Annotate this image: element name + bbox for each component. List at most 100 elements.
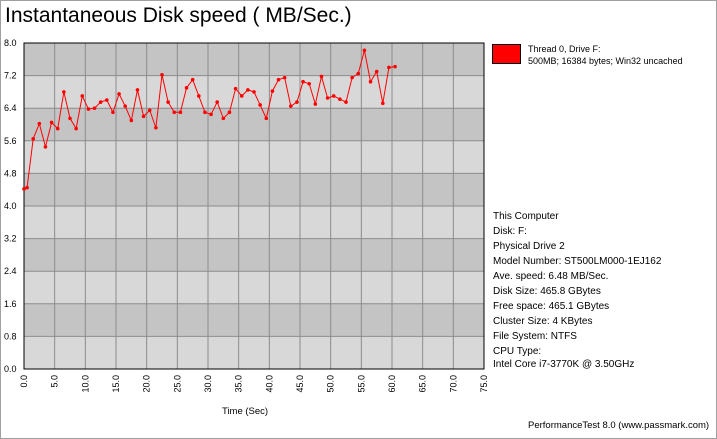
- y-tick-label: 4.8: [4, 168, 17, 178]
- data-point: [258, 103, 262, 107]
- legend-text: Thread 0, Drive F: 500MB; 16384 bytes; W…: [528, 43, 683, 67]
- data-point: [166, 100, 170, 104]
- data-point: [289, 104, 293, 108]
- plot-band: [24, 206, 484, 239]
- y-tick-label: 8.0: [4, 38, 17, 48]
- x-tick-label: 40.0: [264, 375, 274, 393]
- plot-band: [24, 303, 484, 337]
- data-point: [221, 116, 226, 121]
- x-tick-label: 30.0: [203, 375, 213, 393]
- info-average-speed: Ave. speed: 6.48 MB/Sec.: [493, 271, 609, 282]
- data-point: [197, 94, 201, 98]
- chart-title: Instantaneous Disk speed ( MB/Sec.): [5, 4, 352, 27]
- data-point: [264, 116, 269, 121]
- x-tick-label: 55.0: [356, 375, 366, 393]
- data-point: [160, 72, 164, 77]
- data-point: [350, 75, 354, 80]
- data-point: [86, 107, 91, 111]
- x-tick-label: 20.0: [142, 375, 152, 393]
- x-tick-label: 60.0: [387, 375, 397, 393]
- info-cluster-size: Cluster Size: 4 KBytes: [493, 316, 593, 327]
- y-tick-label: 0.0: [4, 364, 17, 374]
- y-tick-label: 7.2: [4, 71, 17, 81]
- data-point: [368, 79, 373, 84]
- data-point: [301, 79, 305, 84]
- x-tick-label: 70.0: [448, 375, 458, 393]
- data-point: [105, 98, 109, 102]
- data-point: [393, 64, 397, 69]
- data-point: [190, 77, 195, 82]
- data-point: [92, 106, 97, 110]
- plot-band: [24, 271, 484, 304]
- data-point: [178, 110, 183, 115]
- data-point: [325, 96, 330, 100]
- data-point: [276, 77, 281, 82]
- plot-band: [24, 140, 484, 174]
- data-point: [331, 94, 336, 98]
- data-point: [141, 114, 146, 119]
- data-point: [374, 69, 379, 74]
- data-point: [282, 75, 287, 80]
- data-point: [239, 94, 244, 98]
- legend-series-detail: 500MB; 16384 bytes; Win32 uncached: [528, 56, 683, 66]
- data-point: [338, 97, 342, 102]
- legend-swatch: [492, 44, 521, 64]
- x-tick-label: 35.0: [234, 375, 244, 393]
- plot-band: [24, 336, 484, 369]
- data-point: [172, 110, 177, 115]
- plot-band: [24, 238, 484, 272]
- data-point: [227, 110, 232, 115]
- x-tick-label: 15.0: [111, 375, 121, 393]
- plot-band: [24, 108, 484, 141]
- data-point: [313, 102, 318, 106]
- data-point: [154, 125, 158, 130]
- plot-band: [24, 43, 484, 76]
- data-point: [203, 110, 207, 115]
- info-cpu-label: CPU Type:: [493, 346, 542, 357]
- data-point: [80, 94, 85, 98]
- data-point: [74, 126, 78, 131]
- data-point: [387, 65, 391, 70]
- legend-series-name: Thread 0, Drive F:: [528, 44, 601, 54]
- disk-info-panel: This Computer Disk: F: Physical Drive 2 …: [493, 209, 713, 371]
- data-point: [37, 121, 42, 126]
- data-point: [344, 100, 348, 104]
- x-tick-label: 65.0: [418, 375, 428, 393]
- data-point: [62, 90, 66, 94]
- data-point: [135, 88, 140, 92]
- data-point: [233, 86, 238, 91]
- data-point: [209, 112, 213, 117]
- y-tick-label: 1.6: [4, 299, 17, 309]
- y-tick-label: 2.4: [4, 266, 17, 276]
- data-point: [147, 108, 152, 113]
- plot-border: [23, 42, 485, 370]
- data-point: [111, 110, 115, 115]
- data-point: [68, 116, 72, 121]
- info-file-system: File System: NTFS: [493, 331, 577, 342]
- x-tick-label: 45.0: [295, 375, 305, 393]
- x-tick-label: 50.0: [326, 375, 336, 393]
- info-model-number: Model Number: ST500LM000-1EJ162: [493, 256, 662, 267]
- x-tick-label: 25.0: [172, 375, 182, 393]
- x-tick-label: 75.0: [479, 375, 489, 393]
- data-point: [362, 48, 367, 53]
- y-tick-label: 4.0: [4, 201, 17, 211]
- data-point: [246, 88, 250, 92]
- info-physical-drive: Physical Drive 2: [493, 241, 565, 252]
- x-tick-label: 5.0: [50, 375, 60, 388]
- data-point: [55, 126, 60, 131]
- y-tick-label: 5.6: [4, 136, 17, 146]
- footer-credit: PerformanceTest 8.0 (www.passmark.com): [528, 420, 710, 431]
- data-point: [270, 89, 275, 93]
- x-tick-label: 10.0: [80, 375, 90, 393]
- data-point: [307, 81, 312, 86]
- info-disk: Disk: F:: [493, 226, 527, 237]
- data-point: [356, 71, 361, 76]
- info-computer: This Computer: [493, 211, 559, 222]
- y-tick-label: 0.8: [4, 331, 17, 341]
- y-tick-label: 3.2: [4, 234, 17, 244]
- data-point: [295, 100, 299, 104]
- x-tick-label: 0.0: [19, 375, 29, 388]
- info-disk-size: Disk Size: 465.8 GBytes: [493, 286, 601, 297]
